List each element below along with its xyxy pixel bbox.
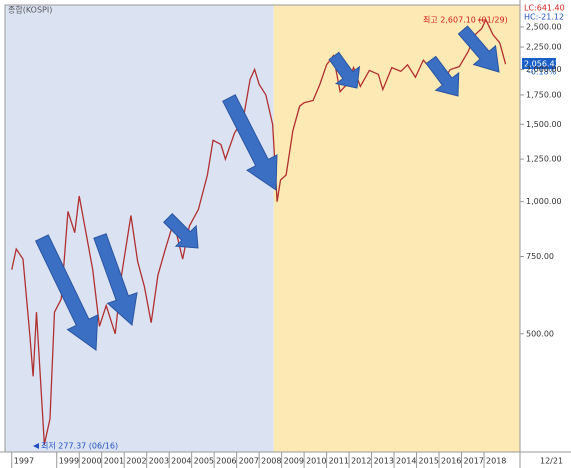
last-value: 2,056.43	[524, 60, 560, 69]
arrow	[328, 51, 361, 89]
arrow	[222, 94, 278, 191]
arrow	[457, 25, 500, 73]
x-tick-label: 2000	[81, 457, 101, 466]
x-tick-label: 1997	[14, 457, 34, 466]
y-tick-label: 750.00	[526, 252, 554, 261]
y-tick-label: 1,250.00	[526, 155, 562, 164]
x-tick-label: 2009	[284, 457, 304, 466]
x-tick-label: 2015	[419, 457, 439, 466]
y-tick-label: 1,500.00	[526, 120, 562, 129]
chart-title: 종합(KOSPI)	[8, 6, 52, 15]
date-label: 12/21	[540, 457, 563, 466]
price-line	[11, 18, 507, 445]
x-tick-label: 2012	[351, 457, 371, 466]
arrow	[163, 213, 199, 249]
x-tick-label: 2014	[396, 457, 416, 466]
x-tick-label: 2011	[329, 457, 349, 466]
x-tick-label: 2010	[306, 457, 326, 466]
arrow	[93, 233, 138, 326]
y-tick-label: 2,250.00	[526, 43, 562, 52]
annotation-pointer	[33, 443, 39, 449]
shaded-region	[273, 5, 520, 452]
x-tick-label: 2017	[464, 457, 484, 466]
x-tick-label: 2005	[194, 457, 214, 466]
hc-label: HC:-21.12	[524, 13, 564, 22]
x-tick-label: 2007	[239, 457, 259, 466]
x-tick-label: 2003	[149, 457, 169, 466]
y-tick-label: 1,000.00	[526, 197, 562, 206]
last-change: -0.18%	[528, 68, 557, 77]
shaded-region	[5, 5, 274, 452]
x-tick-label: 2016	[441, 457, 461, 466]
lc-label: LC:641.40	[524, 4, 565, 13]
x-tick-label: 2004	[171, 457, 191, 466]
x-tick-label: 2013	[374, 457, 394, 466]
arrow	[35, 234, 99, 351]
x-tick-label: 1999	[59, 457, 79, 466]
high-annotation: 최고 2,607.10 (01/29)	[423, 15, 508, 25]
x-tick-label: 2002	[126, 457, 146, 466]
low-annotation: 최저 277.37 (06/16)	[41, 441, 118, 451]
y-tick-label: 2,000.00	[526, 65, 562, 74]
y-tick-label: 2,500.00	[526, 22, 562, 31]
x-tick-label: 2001	[104, 457, 124, 466]
x-tick-label: 2006	[216, 457, 236, 466]
last-value-box	[522, 58, 556, 69]
y-tick-label: 1,750.00	[526, 90, 562, 99]
x-tick-label: 2008	[261, 457, 281, 466]
arrow	[425, 55, 460, 97]
x-tick-label: 2018	[486, 457, 506, 466]
y-tick-label: 500.00	[526, 329, 554, 338]
